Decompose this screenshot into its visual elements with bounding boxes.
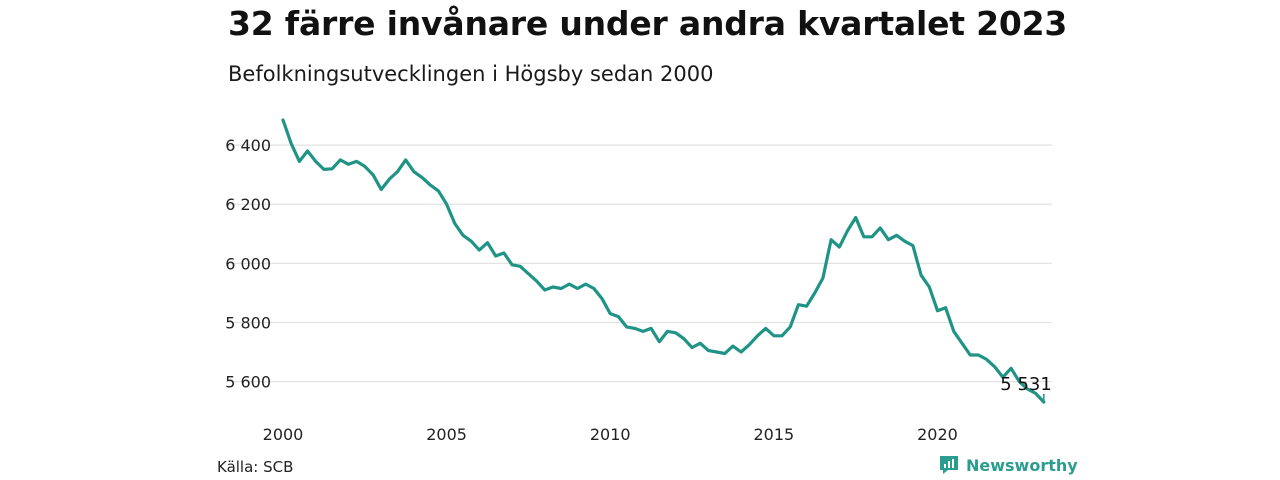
brand-logo[interactable]: Newsworthy xyxy=(938,454,1078,476)
newsworthy-logo-icon xyxy=(940,456,958,474)
source-note: Källa: SCB xyxy=(217,458,294,476)
y-tick-label: 6 200 xyxy=(225,195,271,214)
x-tick-label: 2015 xyxy=(753,425,794,444)
last-value-label: 5 531 xyxy=(1000,374,1052,395)
x-tick-label: 2005 xyxy=(426,425,467,444)
brand-name: Newsworthy xyxy=(966,455,1078,475)
y-axis-tick-labels: 5 600 5 800 6 000 6 200 6 400 xyxy=(225,136,271,391)
y-tick-label: 5 800 xyxy=(225,313,271,332)
chart-subtitle: Befolkningsutvecklingen i Högsby sedan 2… xyxy=(228,62,714,86)
x-axis-tick-labels: 2000 2005 2010 2015 2020 xyxy=(263,425,958,444)
chart-title: 32 färre invånare under andra kvartalet … xyxy=(228,4,1068,43)
series-layer xyxy=(281,118,1046,404)
x-tick-label: 2010 xyxy=(590,425,631,444)
y-tick-label: 6 400 xyxy=(225,136,271,155)
series-line-0 xyxy=(281,118,1046,404)
y-tick-label: 6 000 xyxy=(225,254,271,273)
gridlines xyxy=(226,144,1052,383)
annotation-layer: 5 531 xyxy=(1000,374,1052,402)
y-tick-label: 5 600 xyxy=(225,373,271,392)
x-tick-label: 2020 xyxy=(917,425,958,444)
x-tick-label: 2000 xyxy=(263,425,304,444)
